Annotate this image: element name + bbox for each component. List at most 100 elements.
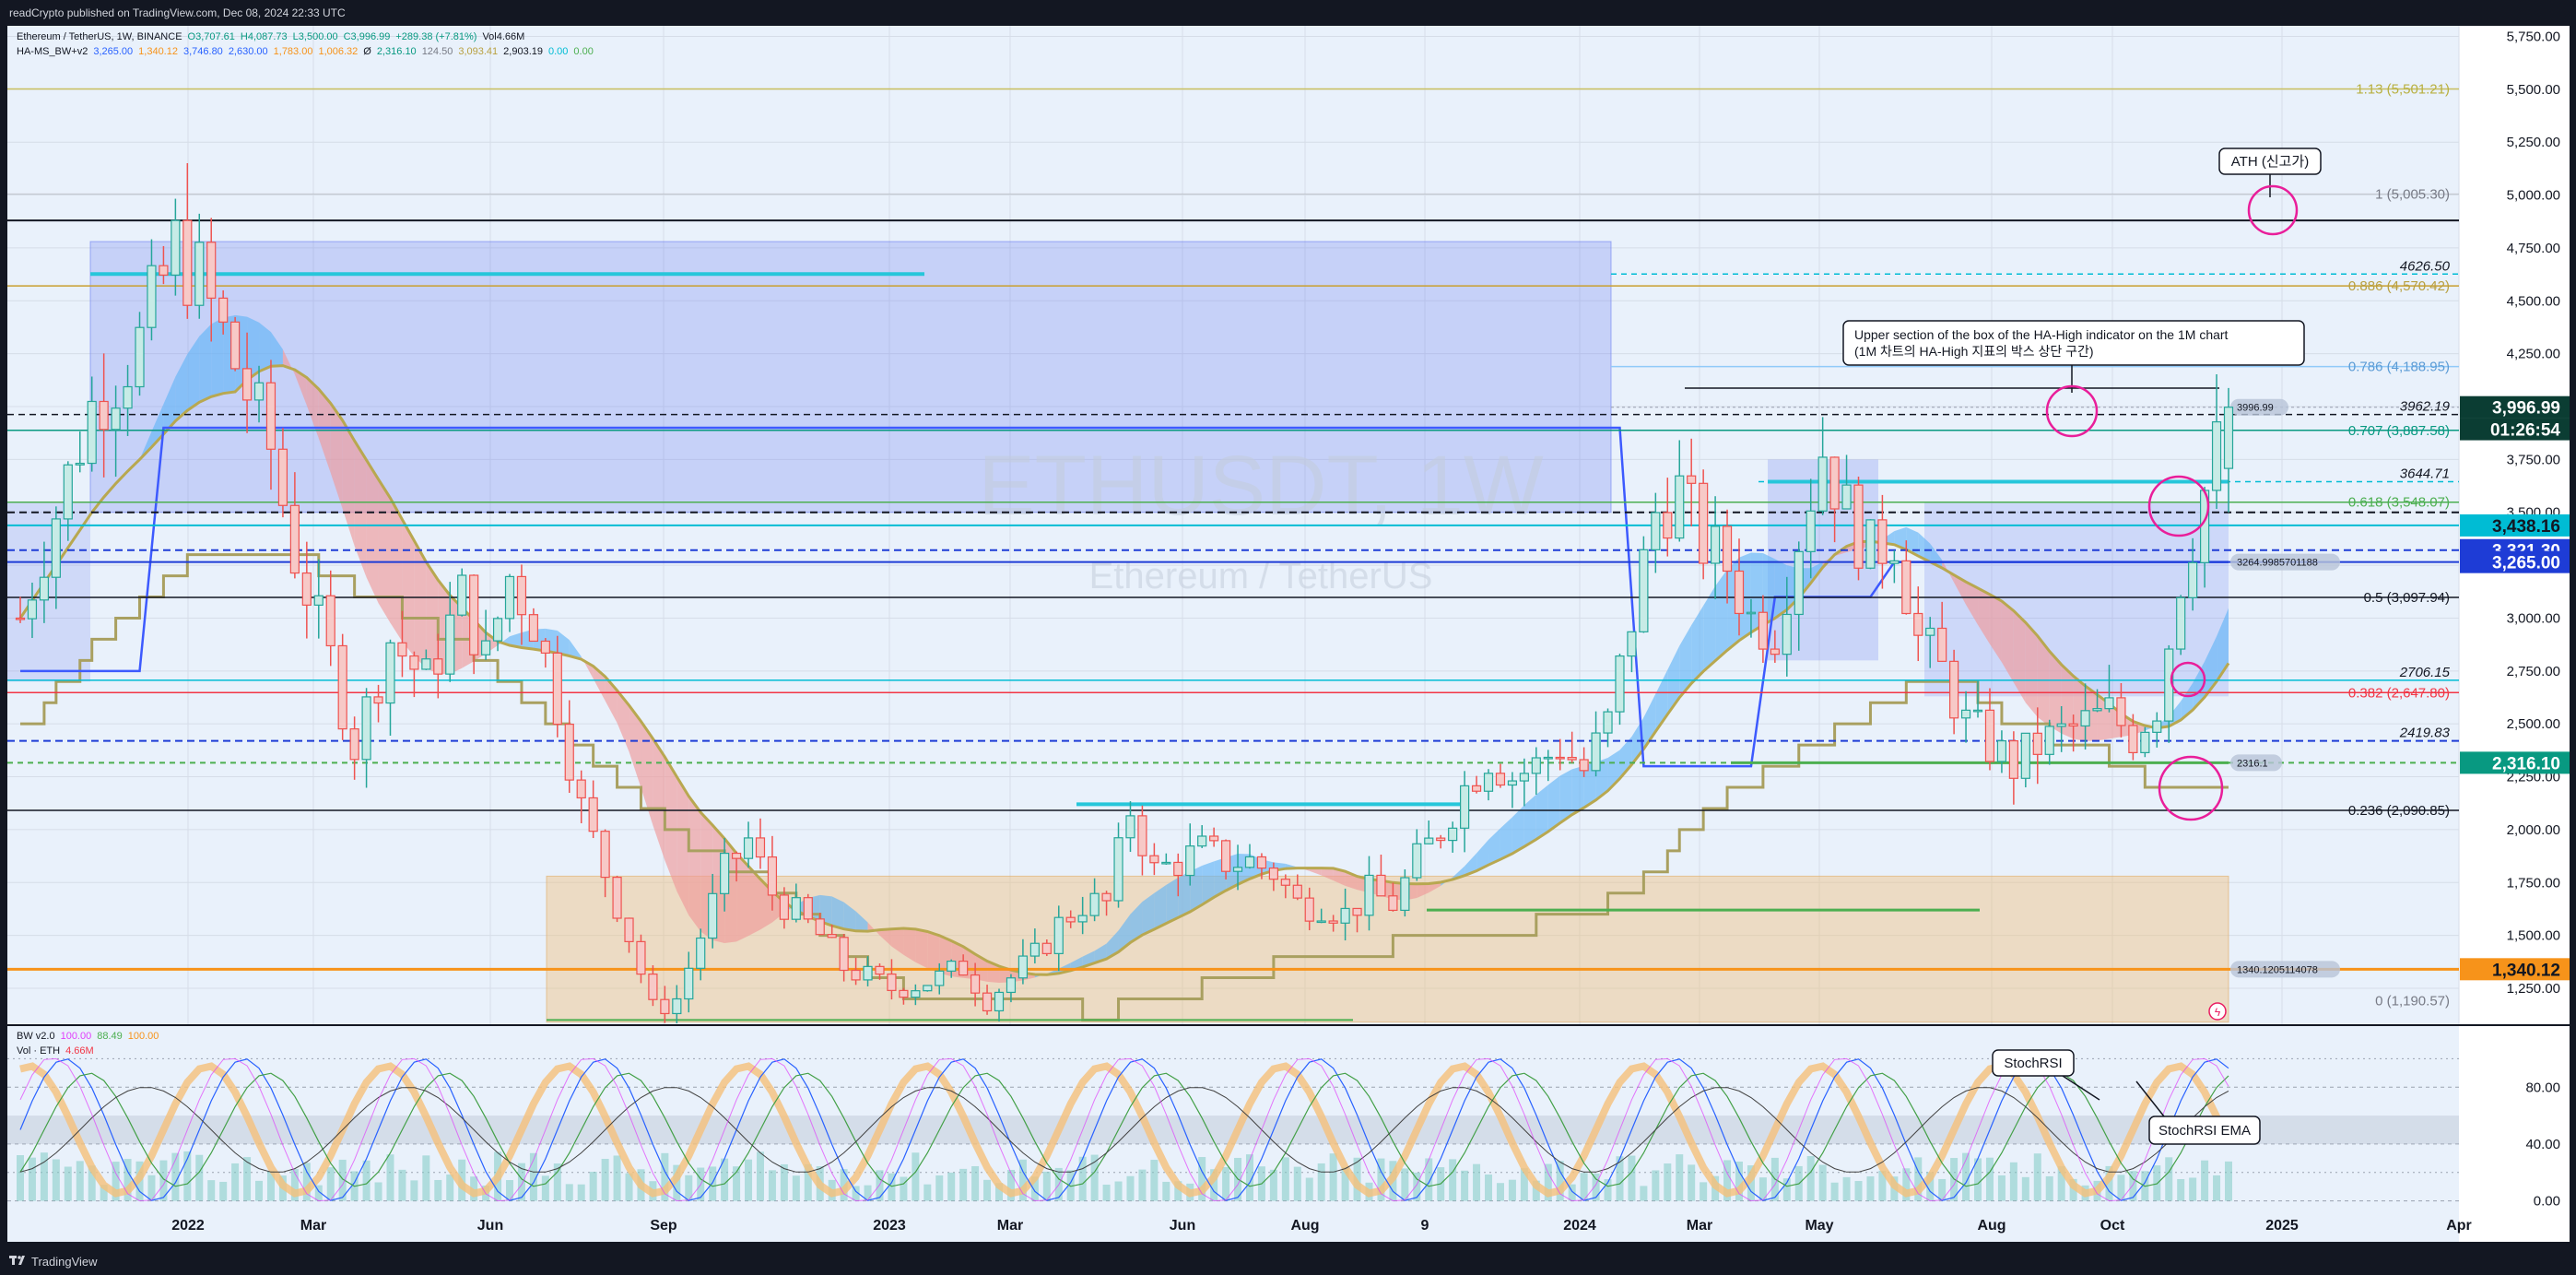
candle-body	[1901, 560, 1911, 615]
volume-bar	[470, 1176, 478, 1201]
upper-box-line2: (1M 차트의 HA-High 지표의 박스 상단 구간)	[1854, 344, 2094, 359]
candle-body	[1972, 709, 1983, 713]
candle-body	[361, 696, 371, 761]
cloud-segment	[927, 931, 940, 974]
volume-bar	[1914, 1157, 1923, 1201]
legend-line-3: BW v2.0 100.00 88.49 100.00	[17, 1031, 164, 1042]
candle-body	[660, 998, 670, 1015]
volume-bar	[1210, 1169, 1218, 1201]
volume-bar	[768, 1170, 776, 1201]
cloud-segment	[1309, 868, 1322, 876]
candle-body	[1173, 861, 1183, 877]
volume-bar	[17, 1155, 24, 1201]
cloud-segment	[1547, 775, 1560, 832]
candle-body	[2092, 708, 2102, 712]
candle-body	[911, 990, 921, 998]
candle-body	[947, 961, 957, 972]
volume-bar	[1604, 1179, 1612, 1201]
candle-body	[1340, 907, 1350, 924]
price-tick-label: 3,750.00	[2507, 452, 2560, 467]
cloud-segment	[688, 796, 701, 932]
candle-body	[588, 797, 598, 832]
volume-bar	[2117, 1175, 2125, 1201]
candle-body	[1101, 892, 1112, 902]
candle-body	[481, 640, 491, 655]
upper-box-line1: Upper section of the box of the HA-High …	[1854, 327, 2229, 342]
volume-bar	[1162, 1181, 1170, 1201]
volume-bar	[553, 1163, 561, 1201]
candle-body	[1400, 877, 1410, 912]
price-tick-label: 3,000.00	[2507, 610, 2560, 626]
candle-body	[696, 937, 706, 969]
price-tag-bg	[2460, 418, 2570, 441]
price-tick-label: 1,500.00	[2507, 928, 2560, 944]
cloud-segment	[139, 431, 152, 460]
candle-body	[552, 652, 562, 726]
volume-bar	[935, 1175, 944, 1201]
candle-body	[1460, 785, 1470, 829]
candle-body	[99, 400, 109, 431]
candle-body	[2116, 697, 2126, 726]
candle-body	[636, 940, 646, 975]
volume-bar	[1126, 1175, 1135, 1201]
stochrsi-ema-callout: StochRSI EMA	[2135, 1080, 2261, 1145]
candle-body	[923, 985, 933, 992]
candle-body	[421, 658, 431, 670]
cloud-segment	[1894, 526, 1907, 550]
candle-body	[672, 998, 682, 1015]
volume-bar	[721, 1158, 729, 1201]
cloud-segment	[867, 922, 880, 936]
volume-bar	[1485, 1175, 1493, 1201]
price-tag-label: 3,265.00	[2492, 554, 2560, 573]
volume-bar	[601, 1159, 609, 1201]
candle-body	[564, 723, 574, 781]
volume-bar	[1413, 1172, 1421, 1201]
inline-tag-bg	[2230, 398, 2288, 416]
volume-bar	[565, 1184, 573, 1201]
volume-bar	[1449, 1159, 1457, 1201]
candle-body	[1053, 916, 1064, 954]
volume-bar	[1592, 1173, 1600, 1201]
candle-body	[1316, 920, 1326, 924]
volume-bar	[422, 1155, 430, 1201]
volume-bar	[625, 1173, 633, 1201]
lg2-item: 3,746.80	[182, 46, 223, 57]
candle-body	[1615, 655, 1625, 713]
volume-bar	[290, 1169, 299, 1201]
stochrsi-label: StochRSI	[2004, 1056, 2062, 1071]
lg2-item: Ø	[363, 46, 371, 57]
volume-bar	[1759, 1177, 1767, 1201]
candle-body	[1029, 942, 1040, 957]
cloud-segment	[414, 540, 427, 668]
volume-bar	[1902, 1168, 1911, 1201]
volume-bar	[1042, 1171, 1051, 1201]
osc-tick-label: 0.00	[2534, 1194, 2560, 1210]
time-tick-label: Oct	[2100, 1218, 2125, 1234]
candle-body	[277, 448, 288, 506]
cloud-segment	[1333, 868, 1346, 886]
fib-label: 0.236 (2,090.85)	[2348, 803, 2450, 819]
candle-body	[397, 642, 407, 657]
volume-bar	[1102, 1184, 1111, 1201]
candle-body	[1006, 977, 1017, 994]
candle-body	[648, 974, 658, 1000]
volume-bar	[1090, 1154, 1099, 1201]
volume-bar	[506, 1180, 514, 1201]
cloud-segment	[987, 961, 1000, 983]
lg4-item: Vol · ETH	[17, 1045, 61, 1057]
candle-body	[1209, 835, 1219, 842]
candle-body	[576, 779, 586, 799]
rsi-line	[19, 1057, 2229, 1202]
fib-label: 0.786 (4,188.95)	[2348, 360, 2450, 375]
chart-svg[interactable]: ETHUSDT, 1W Ethereum / TetherUS 1.13 (5,…	[7, 26, 2570, 1242]
inline-tag-bg	[2230, 553, 2340, 571]
candle-body	[1495, 773, 1506, 786]
cloud-segment	[1918, 532, 1931, 562]
lightning-icon[interactable]	[2208, 1002, 2227, 1021]
time-tick-label: 2022	[171, 1218, 205, 1234]
volume-bar	[2225, 1161, 2232, 1201]
cloud-segment	[2001, 601, 2014, 683]
cloud-segment	[629, 705, 641, 788]
candle-body	[1436, 837, 1446, 842]
lg3-item: 100.00	[127, 1031, 159, 1042]
